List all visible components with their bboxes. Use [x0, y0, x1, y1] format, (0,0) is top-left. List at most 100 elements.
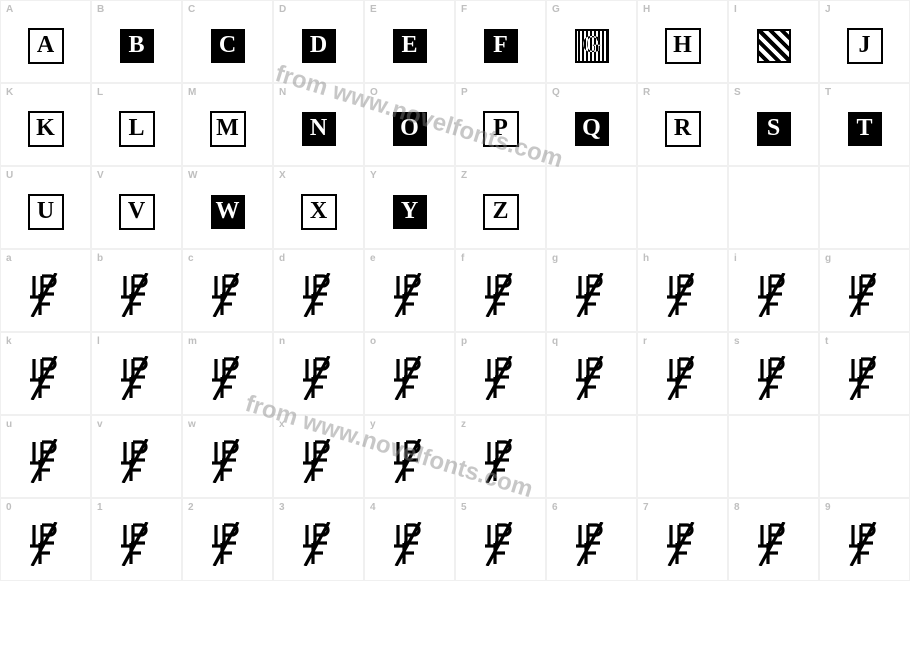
character-cell: 0: [0, 498, 91, 581]
glyph-letter: R: [674, 115, 691, 142]
ipf-monogram-glyph: [845, 273, 885, 317]
glyph-letter: P: [493, 115, 508, 142]
grid-row: AABBCCDDEEFFGGHHIJJ: [0, 0, 911, 83]
character-cell: SS: [728, 83, 819, 166]
ipf-monogram-glyph: [481, 439, 521, 483]
grid-row: u v w x: [0, 415, 911, 498]
cell-label: q: [552, 336, 558, 347]
square-frame: F: [483, 28, 519, 64]
character-cell: DD: [273, 0, 364, 83]
ipf-icon: [208, 273, 248, 317]
ipf-monogram-glyph: [26, 439, 66, 483]
square-letter-glyph: G: [574, 28, 610, 64]
square-letter-glyph: Y: [392, 194, 428, 230]
character-cell: GG: [546, 0, 637, 83]
cell-label: O: [370, 87, 378, 98]
cell-label: m: [188, 336, 197, 347]
ipf-monogram-glyph: [208, 522, 248, 566]
cell-label: p: [461, 336, 467, 347]
square-letter-glyph: H: [665, 28, 701, 64]
ipf-icon: [117, 356, 157, 400]
square-letter-glyph: M: [210, 111, 246, 147]
character-cell: [819, 415, 910, 498]
grid-row: UUVVWWXXYYZZ: [0, 166, 911, 249]
cell-label: i: [734, 253, 737, 264]
character-cell: [819, 166, 910, 249]
glyph-letter: M: [216, 115, 239, 142]
glyph-letter: W: [216, 198, 240, 225]
square-letter-glyph: V: [119, 194, 155, 230]
square-frame: B: [119, 28, 155, 64]
square-letter-glyph: R: [665, 111, 701, 147]
character-cell: 9: [819, 498, 910, 581]
ipf-monogram-glyph: [572, 273, 612, 317]
ipf-monogram-glyph: [299, 522, 339, 566]
grid-row: KKLLMMNNOOPPQQRRSSTT: [0, 83, 911, 166]
glyph-letter: N: [310, 115, 327, 142]
ipf-icon: [117, 522, 157, 566]
character-cell: q: [546, 332, 637, 415]
cell-label: d: [279, 253, 285, 264]
ipf-icon: [754, 273, 794, 317]
character-cell: z: [455, 415, 546, 498]
cell-label: T: [825, 87, 831, 98]
glyph-letter: Y: [401, 198, 418, 225]
glyph-letter: L: [128, 115, 144, 142]
square-letter-glyph: J: [847, 28, 883, 64]
character-cell: n: [273, 332, 364, 415]
cell-label: a: [6, 253, 12, 264]
ipf-icon: [208, 439, 248, 483]
character-cell: g: [546, 249, 637, 332]
character-cell: [546, 415, 637, 498]
character-cell: g: [819, 249, 910, 332]
ipf-monogram-glyph: [117, 356, 157, 400]
ipf-icon: [299, 356, 339, 400]
glyph-letter: A: [37, 32, 54, 59]
square-frame: [756, 28, 792, 64]
ipf-icon: [299, 439, 339, 483]
character-cell: ZZ: [455, 166, 546, 249]
ipf-icon: [572, 356, 612, 400]
square-letter-glyph: X: [301, 194, 337, 230]
character-cell: i: [728, 249, 819, 332]
character-map-grid: AABBCCDDEEFFGGHHIJJKKLLMMNNOOPPQQRRSSTTU…: [0, 0, 911, 581]
ipf-icon: [117, 439, 157, 483]
grid-row: a b c d: [0, 249, 911, 332]
glyph-letter: K: [36, 115, 55, 142]
character-cell: m: [182, 332, 273, 415]
square-frame: Y: [392, 194, 428, 230]
cell-label: S: [734, 87, 741, 98]
character-cell: h: [637, 249, 728, 332]
square-frame: Z: [483, 194, 519, 230]
cell-label: U: [6, 170, 13, 181]
cell-label: W: [188, 170, 197, 181]
cell-label: M: [188, 87, 196, 98]
square-letter-glyph: O: [392, 111, 428, 147]
ipf-monogram-glyph: [481, 273, 521, 317]
character-cell: VV: [91, 166, 182, 249]
cell-label: V: [97, 170, 104, 181]
character-cell: o: [364, 332, 455, 415]
ipf-icon: [26, 356, 66, 400]
cell-label: g: [552, 253, 558, 264]
character-cell: PP: [455, 83, 546, 166]
cell-label: B: [97, 4, 104, 15]
ipf-monogram-glyph: [845, 356, 885, 400]
ipf-icon: [390, 356, 430, 400]
ipf-icon: [390, 439, 430, 483]
character-cell: UU: [0, 166, 91, 249]
ipf-monogram-glyph: [299, 439, 339, 483]
ipf-monogram-glyph: [754, 356, 794, 400]
cell-label: E: [370, 4, 377, 15]
square-frame: R: [665, 111, 701, 147]
glyph-letter: V: [128, 198, 145, 225]
ipf-monogram-glyph: [208, 439, 248, 483]
square-frame: U: [28, 194, 64, 230]
character-cell: WW: [182, 166, 273, 249]
cell-label: 0: [6, 502, 12, 513]
cell-label: k: [6, 336, 12, 347]
character-cell: e: [364, 249, 455, 332]
ipf-icon: [208, 356, 248, 400]
glyph-letter: X: [310, 198, 327, 225]
ipf-icon: [481, 439, 521, 483]
